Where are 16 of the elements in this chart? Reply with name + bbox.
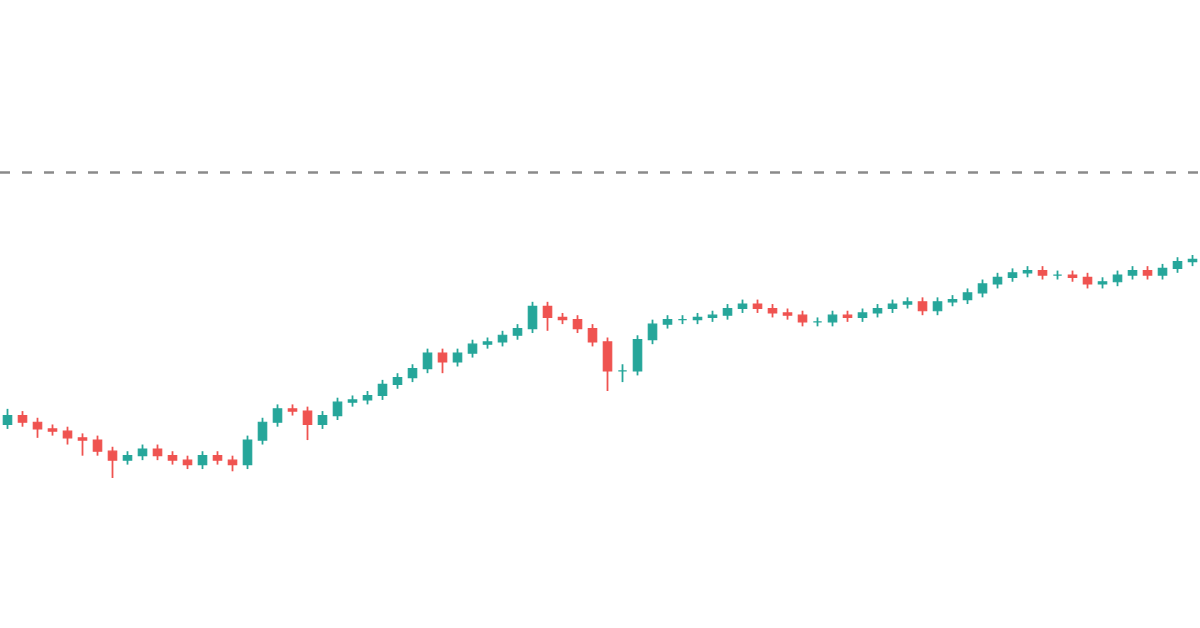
candlestick (422, 347, 433, 375)
candlestick (542, 300, 553, 332)
candlestick (647, 318, 658, 346)
candlestick (437, 347, 448, 375)
candlestick (377, 378, 388, 401)
candlestick (527, 300, 538, 334)
candlestick (107, 445, 118, 479)
candlestick (257, 416, 268, 446)
candlestick (332, 396, 343, 421)
candlestick (92, 434, 103, 457)
candlestick (32, 416, 43, 439)
candlestick (2, 407, 13, 430)
candlestick (302, 405, 313, 441)
candlestick (77, 432, 88, 457)
candlestick (587, 323, 598, 348)
candlestick (272, 403, 283, 428)
